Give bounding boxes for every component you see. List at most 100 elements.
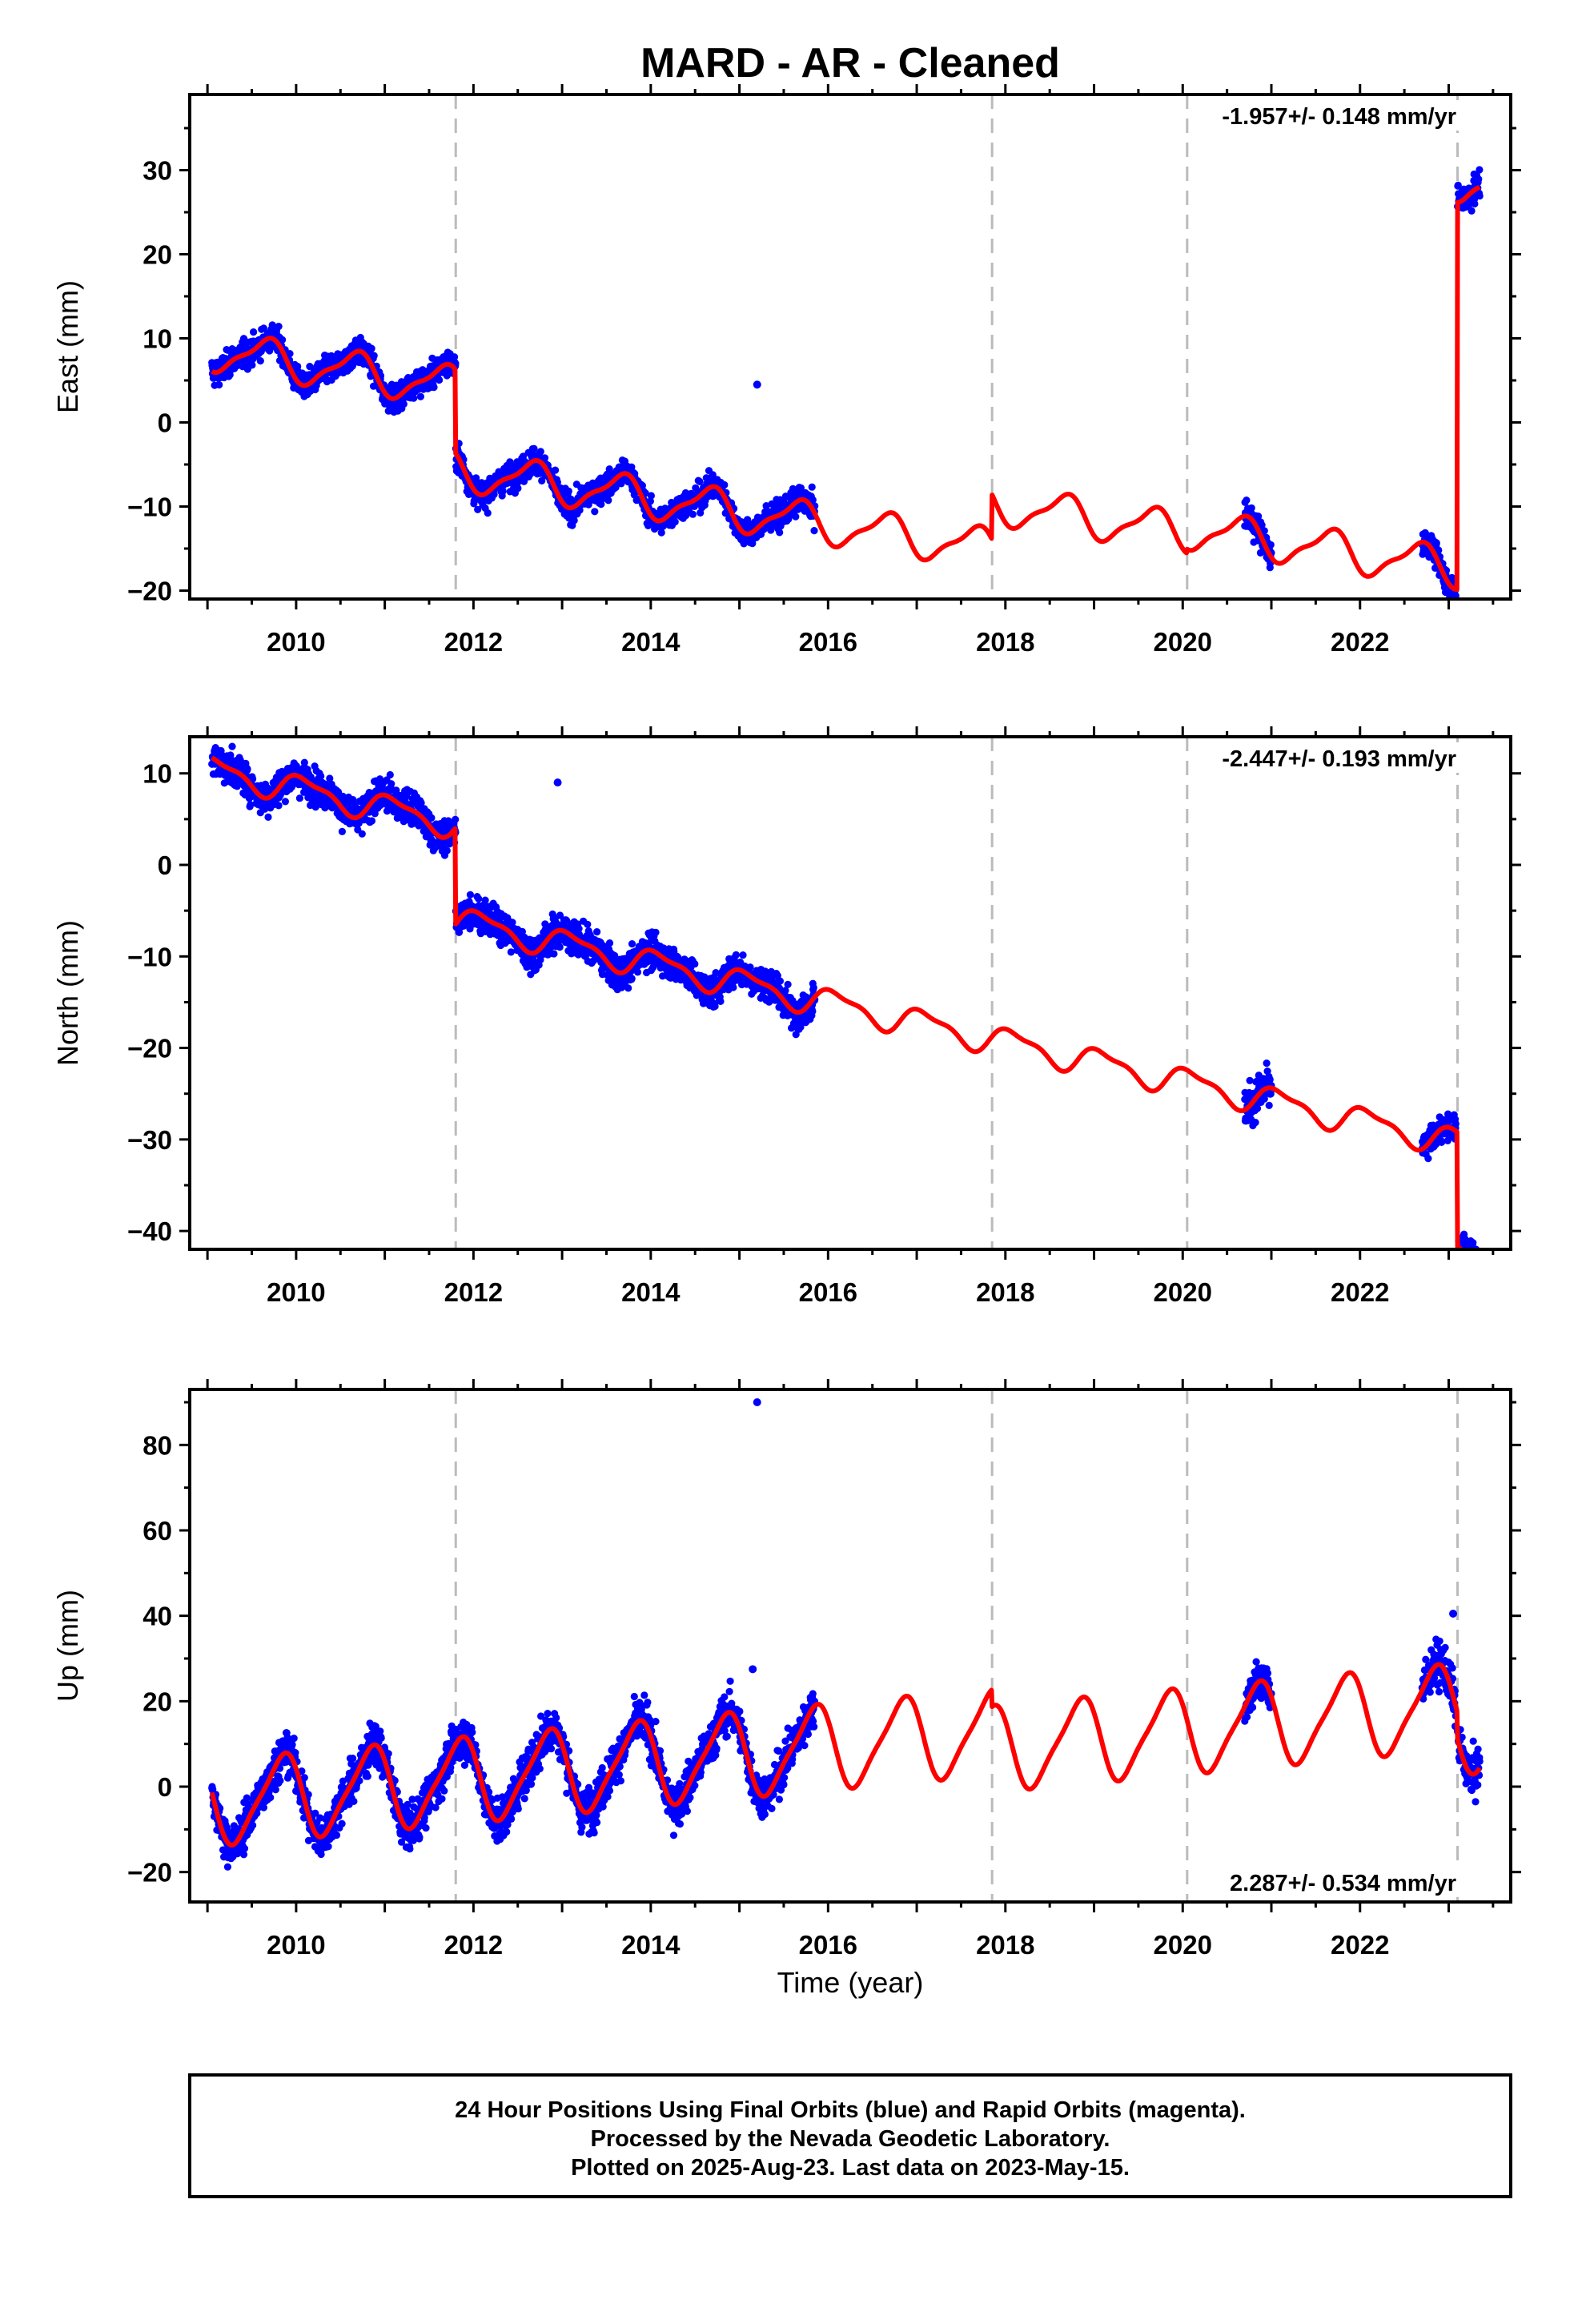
observation-point xyxy=(689,510,697,518)
observation-point xyxy=(536,448,544,456)
observation-point xyxy=(428,814,436,822)
observation-point xyxy=(652,928,660,936)
observation-point xyxy=(1471,199,1479,208)
observation-point xyxy=(514,485,522,493)
observation-point xyxy=(228,742,236,750)
observation-point xyxy=(338,827,346,835)
observation-point xyxy=(259,324,267,332)
y-tick-label: −20 xyxy=(127,577,172,606)
observation-point xyxy=(776,977,785,985)
observation-point xyxy=(1424,1155,1432,1163)
observation-point xyxy=(809,1007,817,1015)
observation-point xyxy=(215,380,223,389)
observation-point xyxy=(436,376,444,384)
chart-title: MARD - AR - Cleaned xyxy=(640,40,1060,86)
panel-east: 2010 2012 2014 2016 2018 2020 2022−20−10010203… xyxy=(51,84,1521,657)
observation-point xyxy=(1255,513,1263,521)
observation-point xyxy=(430,384,438,392)
observation-point xyxy=(550,950,558,958)
observation-point xyxy=(443,846,451,854)
y-tick-label: 20 xyxy=(143,240,172,270)
observation-point xyxy=(1476,192,1484,200)
observation-point xyxy=(604,497,612,505)
x-tick-label: 2022 xyxy=(1331,627,1389,657)
observation-point xyxy=(264,813,272,821)
x-tick-label: 2010 xyxy=(267,627,325,657)
observation-point xyxy=(1265,1101,1273,1109)
observation-point xyxy=(657,529,665,537)
observation-point xyxy=(226,371,234,379)
observation-point xyxy=(717,997,725,1005)
observation-point xyxy=(809,496,817,504)
observation-point xyxy=(250,328,258,336)
observation-point xyxy=(279,336,287,344)
observation-point xyxy=(1243,497,1251,505)
observation-point xyxy=(646,497,655,505)
observation-point xyxy=(593,928,601,936)
observation-point xyxy=(451,353,459,361)
observation-point xyxy=(306,363,314,371)
observation-point xyxy=(810,527,818,535)
observation-point xyxy=(452,815,460,823)
observation-point xyxy=(370,352,378,360)
observation-point xyxy=(692,484,700,492)
observation-point xyxy=(797,484,805,492)
observation-point xyxy=(281,798,289,806)
y-tick-label: 10 xyxy=(143,324,172,354)
observation-point xyxy=(628,940,636,948)
observation-point xyxy=(317,772,325,780)
observation-point xyxy=(570,517,578,525)
observation-point xyxy=(540,454,549,462)
observation-point xyxy=(605,939,614,947)
observation-point xyxy=(1247,504,1255,512)
observation-point xyxy=(481,896,489,904)
y-tick-label: 0 xyxy=(158,408,172,438)
outlier-point xyxy=(753,380,761,389)
observation-point xyxy=(367,817,376,825)
observation-point xyxy=(671,518,679,526)
observation-point xyxy=(721,480,729,489)
observation-point xyxy=(556,943,564,951)
observation-point xyxy=(275,323,283,331)
y-axis-title-east: East (mm) xyxy=(51,280,84,413)
observation-point xyxy=(564,487,572,496)
observation-point xyxy=(256,357,264,365)
observation-point xyxy=(647,492,656,500)
observation-point xyxy=(776,529,784,537)
observation-point xyxy=(386,770,394,779)
observation-point xyxy=(474,505,482,513)
observation-point xyxy=(248,361,256,369)
observation-point xyxy=(490,490,498,499)
observation-point xyxy=(746,963,754,971)
observation-point xyxy=(696,477,704,486)
observation-point xyxy=(243,765,251,773)
observation-point xyxy=(691,960,699,968)
y-tick-label: 30 xyxy=(143,156,172,186)
observation-point xyxy=(628,463,636,471)
observation-point xyxy=(576,506,584,514)
observation-point xyxy=(286,350,294,358)
observation-point xyxy=(809,983,817,991)
observation-point xyxy=(1251,1119,1259,1127)
observation-point xyxy=(358,830,366,838)
x-tick-label: 2012 xyxy=(444,627,503,657)
y-tick-label: −10 xyxy=(127,493,172,522)
observation-point xyxy=(295,794,303,802)
rate-label-east: -1.957+/- 0.148 mm/yr xyxy=(1222,104,1456,130)
observation-point xyxy=(808,483,816,491)
observation-point xyxy=(1468,207,1476,215)
observation-point xyxy=(475,895,483,903)
observation-point xyxy=(784,980,792,988)
observation-point xyxy=(400,400,408,408)
observation-point xyxy=(1476,166,1484,174)
observation-point xyxy=(484,509,492,517)
observation-point xyxy=(1438,1138,1446,1146)
observation-point xyxy=(624,984,632,992)
observation-point xyxy=(1263,1059,1271,1068)
observation-point xyxy=(1475,175,1483,183)
observation-point xyxy=(591,508,599,516)
observation-point xyxy=(410,394,418,402)
x-tick-label: 2014 xyxy=(621,627,681,657)
x-tick-label: 2018 xyxy=(976,627,1034,657)
